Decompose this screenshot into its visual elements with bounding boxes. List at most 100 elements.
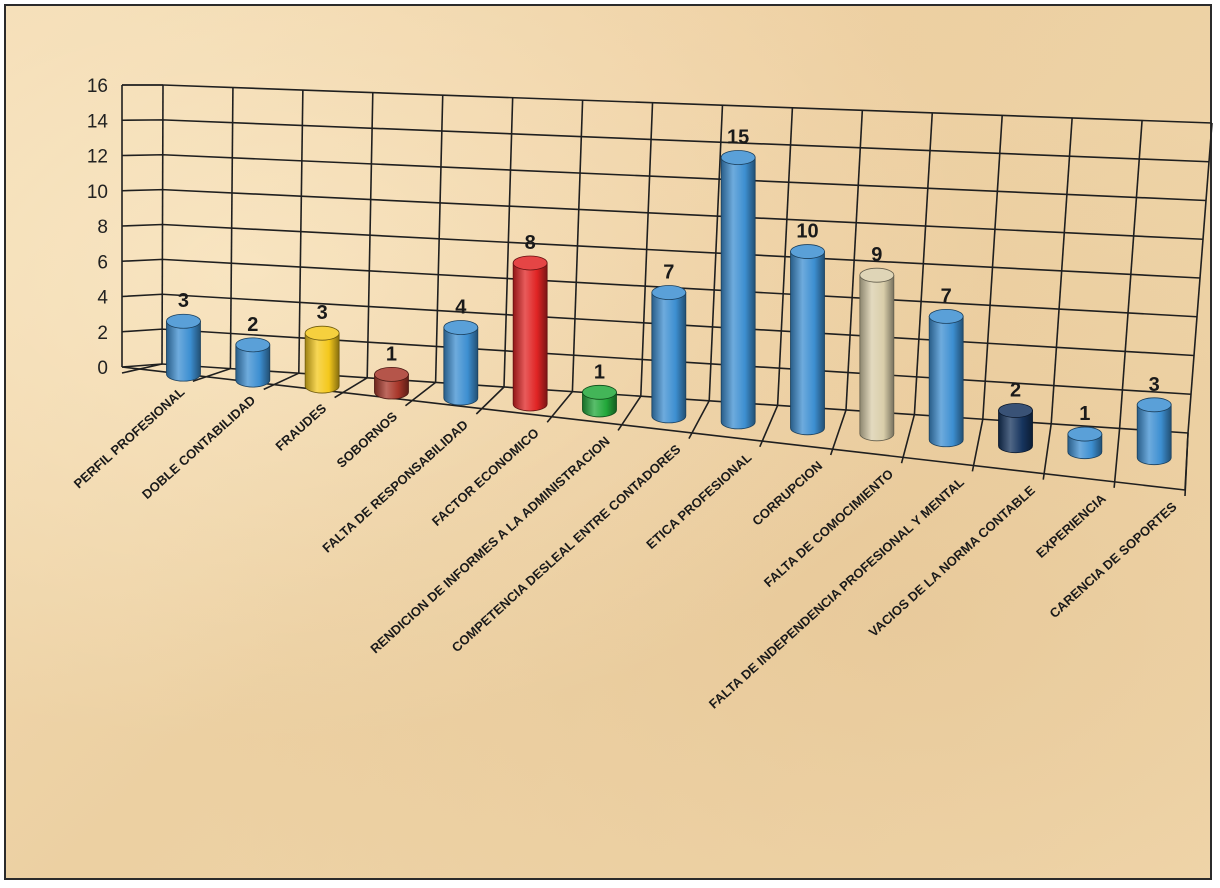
bar-top: [443, 320, 479, 335]
bar: [374, 367, 409, 400]
bar-body: [1136, 404, 1172, 466]
gridline: [982, 115, 1003, 420]
bar: [304, 325, 340, 394]
floor-line: [900, 414, 916, 464]
x-axis-line: [121, 366, 1186, 491]
x-tick-label: SOBORNOS: [334, 409, 401, 471]
bar-top: [720, 150, 756, 165]
floor-line: [334, 377, 368, 399]
gridline: [229, 87, 234, 369]
data-label: 3: [317, 302, 328, 324]
floor-line: [829, 409, 847, 456]
x-tick-label: FALTA DE RESPONSABILIDAD: [319, 417, 471, 556]
bar-body: [720, 157, 756, 430]
floor-line: [546, 391, 574, 423]
floor-line: [759, 405, 779, 448]
bar: [582, 384, 617, 418]
bar: [1136, 397, 1172, 466]
gridline: [121, 223, 1201, 279]
data-label: 15: [727, 126, 749, 148]
data-label: 7: [941, 285, 952, 307]
bar-body: [443, 327, 479, 406]
data-label: 8: [525, 232, 536, 254]
gridline: [1050, 117, 1073, 424]
x-tick-label: FALTA DE COMOCIMIENTO: [761, 466, 896, 590]
bar-top: [928, 308, 964, 324]
gridline: [845, 110, 864, 411]
bar: [651, 285, 687, 424]
gridline: [708, 105, 724, 401]
bar-body: [651, 292, 687, 424]
bar-body: [235, 344, 271, 388]
floor-line: [192, 367, 231, 382]
x-tick-label: EXPERIENCIA: [1033, 490, 1109, 561]
bar-body: [304, 332, 340, 394]
bars: [166, 150, 1172, 466]
gridline: [121, 153, 1207, 202]
floor-line: [121, 363, 163, 374]
bar-top: [859, 267, 895, 283]
bar-body: [512, 262, 548, 412]
data-label: 4: [455, 296, 467, 318]
gridline: [1118, 120, 1143, 429]
x-tick-label: VACIOS DE LA NORMA CONTABLE: [866, 482, 1038, 639]
floor-line: [404, 381, 437, 407]
floor-line: [688, 400, 710, 439]
y-tick-label: 0: [97, 358, 108, 379]
y-tick-label: 10: [87, 182, 108, 203]
bar-top: [304, 325, 340, 341]
bar: [1067, 426, 1103, 460]
bar-body: [998, 410, 1033, 454]
data-label: 10: [796, 221, 818, 243]
y-tick-label: 12: [87, 147, 108, 168]
data-label: 7: [663, 262, 674, 284]
bar-body: [859, 274, 895, 442]
bar-top: [166, 313, 201, 329]
bar-top: [512, 255, 548, 271]
grid: [121, 84, 1213, 497]
floor-line: [617, 395, 642, 431]
floor-line: [263, 372, 300, 391]
bar-top: [1067, 426, 1103, 442]
x-tick-label: FRAUDES: [272, 400, 329, 453]
data-label: 2: [1010, 379, 1021, 401]
gridline: [640, 102, 654, 397]
gridline: [776, 107, 794, 406]
data-label: 1: [1079, 403, 1090, 425]
bar: [790, 244, 825, 436]
data-label: 2: [247, 314, 258, 336]
y-axis: 0 2 4 6 8 10 12 14 16: [87, 76, 109, 379]
gridline: [434, 95, 444, 383]
bar: [235, 337, 271, 388]
gridline: [571, 100, 584, 392]
gridline: [121, 188, 1204, 241]
bar-top: [790, 244, 825, 259]
gridline: [121, 119, 1210, 163]
gridline: [1187, 122, 1213, 434]
gridline: [913, 112, 934, 415]
data-label: 1: [594, 361, 605, 383]
data-label: 9: [871, 244, 882, 266]
y-tick-label: 2: [97, 323, 108, 344]
bar: [443, 320, 479, 406]
x-tick-label: CARENCIA DE SOPORTES: [1046, 499, 1179, 621]
y-tick-label: 14: [87, 111, 109, 132]
bar-body: [928, 315, 964, 448]
data-label: 1: [386, 343, 397, 365]
data-labels: 3 2 3 1 4 8 1 7 15 10 9 7 2 1 3: [178, 126, 1160, 425]
floor-line: [1113, 428, 1121, 488]
bar: [859, 267, 895, 442]
gridline: [122, 84, 1213, 124]
y-tick-label: 8: [97, 217, 108, 238]
y-tick-label: 4: [97, 288, 108, 309]
bar: [720, 150, 756, 430]
data-label: 3: [1149, 374, 1160, 396]
data-label: 3: [178, 290, 189, 312]
gridline: [298, 90, 304, 374]
y-tick-label: 16: [87, 76, 108, 97]
gridline: [503, 97, 514, 388]
floor-line: [475, 386, 505, 415]
bar: [998, 403, 1033, 454]
